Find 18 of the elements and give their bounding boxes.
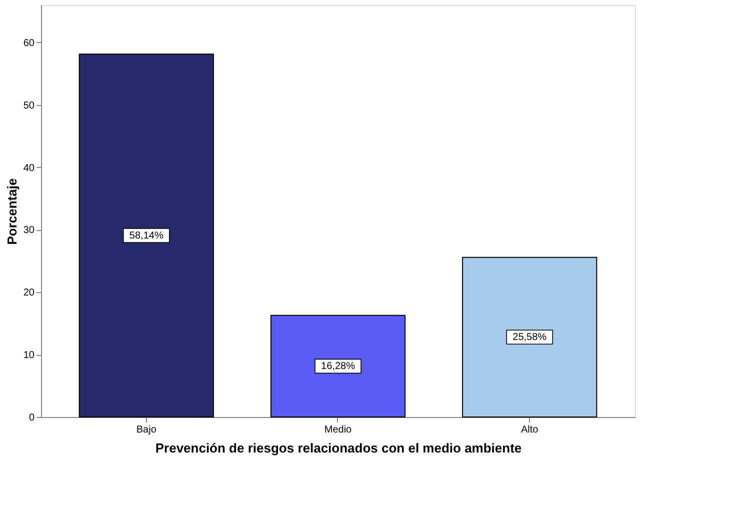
x-axis-title: Prevención de riesgos relacionados con el medio ambiente bbox=[155, 440, 522, 456]
y-tick-label: 60 bbox=[23, 38, 35, 49]
y-tick-label: 50 bbox=[23, 100, 35, 112]
y-tick-label: 10 bbox=[23, 350, 35, 362]
x-tick-label: Bajo bbox=[136, 424, 157, 436]
x-tick-label: Medio bbox=[324, 424, 352, 436]
y-tick-label: 30 bbox=[23, 225, 35, 236]
x-tick-label: Alto bbox=[520, 424, 539, 436]
data-label: 58,14% bbox=[129, 230, 164, 242]
bar bbox=[462, 256, 598, 418]
y-tick-label: 40 bbox=[23, 162, 35, 174]
y-axis-title: Porcentaje bbox=[4, 178, 20, 245]
bar bbox=[270, 314, 406, 418]
data-label: 16,28% bbox=[321, 361, 356, 372]
y-tick-label: 0 bbox=[28, 412, 35, 424]
bar bbox=[78, 54, 214, 418]
data-label: 25,58% bbox=[512, 332, 547, 344]
y-tick-label: 20 bbox=[23, 288, 35, 299]
